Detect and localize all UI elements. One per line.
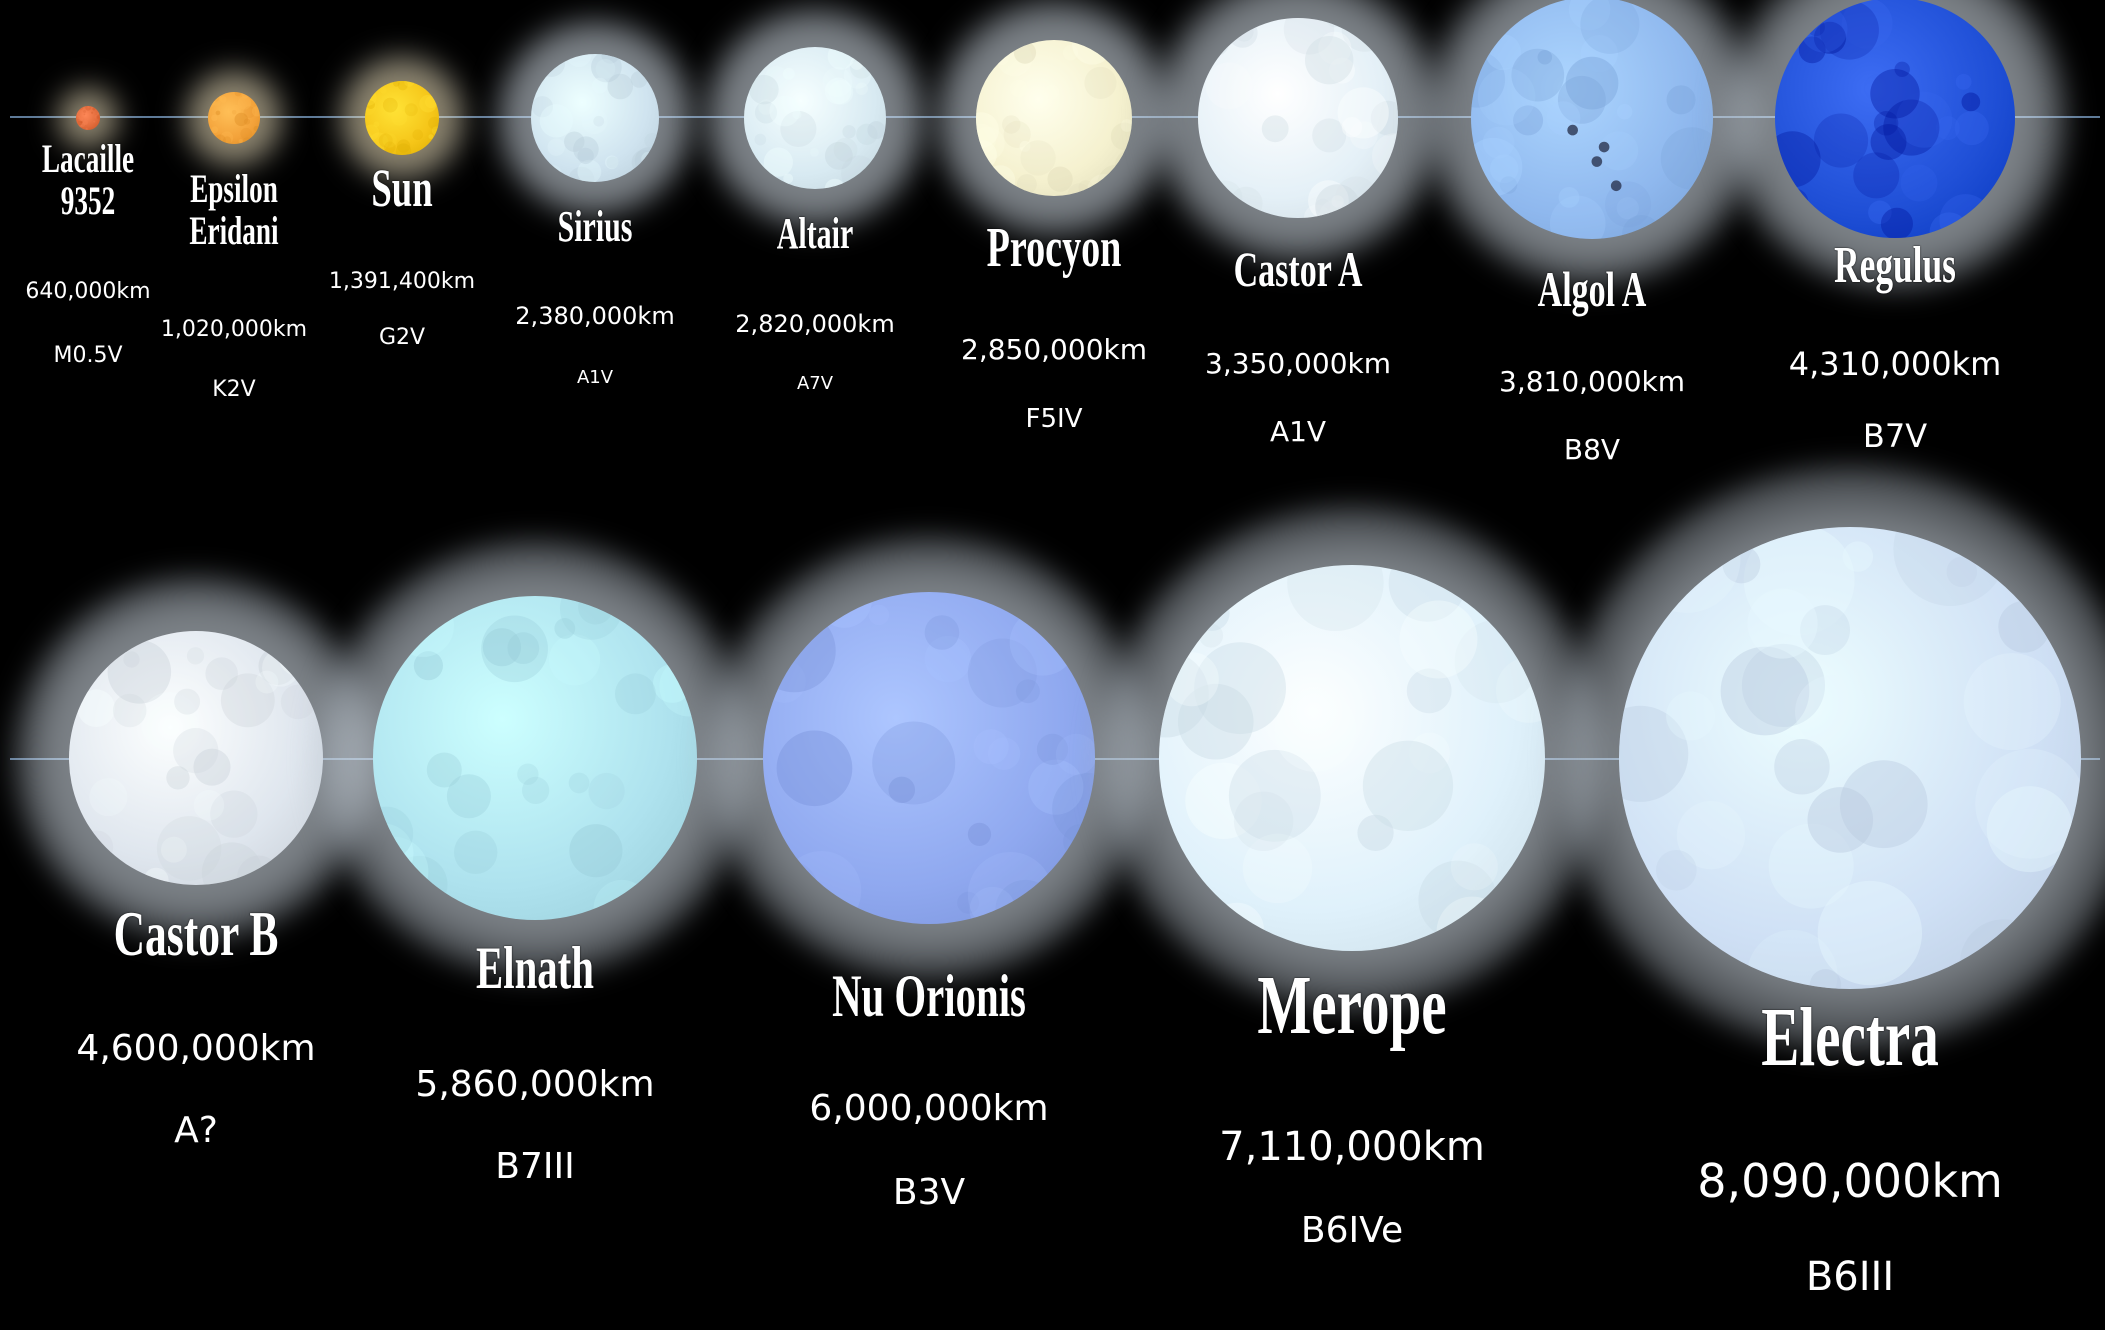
- epsilon-eridani-spectral-class-label: K2V: [212, 376, 256, 402]
- castor-b-star: [69, 631, 323, 885]
- castor-a-surface-texture: [1202, 18, 1398, 218]
- nu-orionis-surface-texture: [763, 592, 1095, 924]
- epsilon-eridani-surface-texture: [208, 92, 260, 144]
- altair-surface-texture: [747, 47, 886, 189]
- procyon-name-label: Procyon: [986, 217, 1122, 280]
- sirius-surface-texture: [531, 54, 659, 182]
- lacaille-9352-surface-texture: [76, 106, 100, 130]
- procyon-star: [976, 40, 1132, 196]
- sun-spectral-class-label: G2V: [378, 324, 426, 350]
- lacaille-9352-star: [76, 106, 100, 130]
- algol-a-surface-texture: [1471, 0, 1713, 239]
- sirius-spectral-class-label: A1V: [576, 367, 614, 389]
- sun-name-label: Sun: [371, 158, 433, 219]
- algol-a-spectral-class-label: B8V: [1563, 433, 1621, 467]
- elnath-name-label: Elnath: [476, 935, 594, 1001]
- electra-diameter-label: 8,090,000km: [1697, 1154, 2003, 1209]
- merope-name-label: Merope: [1257, 958, 1447, 1052]
- elnath-spectral-class-label: B7III: [495, 1146, 575, 1188]
- epsilon-eridani-star: [208, 92, 260, 144]
- nu-orionis-name-label: Nu Orionis: [832, 963, 1026, 1029]
- procyon-spectral-class-label: F5IV: [1025, 404, 1083, 435]
- regulus-name-label: Regulus: [1834, 237, 1956, 295]
- electra-surface-texture: [1619, 527, 2081, 989]
- electra-star: [1619, 527, 2081, 989]
- regulus-surface-texture: [1775, 0, 2015, 238]
- castor-b-spectral-class-label: A?: [174, 1110, 218, 1152]
- castor-a-spectral-class-label: A1V: [1269, 415, 1327, 449]
- sun-surface-texture: [365, 81, 439, 155]
- electra-spectral-class-label: B6III: [1805, 1254, 1895, 1300]
- algol-a-diameter-label: 3,810,000km: [1499, 365, 1685, 399]
- nu-orionis-spectral-class-label: B3V: [892, 1172, 966, 1214]
- elnath-star: [373, 596, 697, 920]
- lacaille-9352-name-label: Lacaille 9352: [41, 136, 135, 223]
- merope-spectral-class-label: B6IVe: [1300, 1210, 1404, 1252]
- lacaille-9352-spectral-class-label: M0.5V: [53, 342, 123, 368]
- elnath-surface-texture: [373, 596, 697, 920]
- castor-a-diameter-label: 3,350,000km: [1205, 347, 1391, 381]
- altair-name-label: Altair: [776, 208, 854, 258]
- altair-star: [744, 47, 886, 189]
- regulus-star: [1775, 0, 2015, 238]
- sun-diameter-label: 1,391,400km: [328, 268, 476, 294]
- castor-b-name-label: Castor B: [113, 897, 279, 969]
- merope-diameter-label: 7,110,000km: [1219, 1124, 1485, 1170]
- sun-star: [365, 81, 439, 155]
- sirius-diameter-label: 2,380,000km: [515, 301, 675, 330]
- altair-spectral-class-label: A7V: [796, 373, 834, 395]
- algol-a-name-label: Algol A: [1537, 260, 1647, 317]
- regulus-spectral-class-label: B7V: [1862, 416, 1928, 455]
- merope-surface-texture: [1159, 565, 1545, 951]
- epsilon-eridani-name-label: Epsilon Eridani: [189, 166, 279, 253]
- castor-b-surface-texture: [69, 633, 323, 885]
- sirius-name-label: Sirius: [557, 201, 633, 251]
- algol-a-star: [1471, 0, 1713, 239]
- elnath-diameter-label: 5,860,000km: [415, 1064, 655, 1106]
- procyon-diameter-label: 2,850,000km: [961, 333, 1147, 367]
- castor-b-diameter-label: 4,600,000km: [76, 1028, 316, 1070]
- lacaille-9352-diameter-label: 640,000km: [25, 278, 151, 304]
- nu-orionis-star: [763, 592, 1095, 924]
- castor-a-star: [1198, 18, 1398, 218]
- merope-star: [1159, 565, 1545, 951]
- electra-name-label: Electra: [1761, 990, 1939, 1084]
- epsilon-eridani-diameter-label: 1,020,000km: [160, 316, 308, 342]
- castor-a-name-label: Castor A: [1233, 240, 1363, 297]
- nu-orionis-diameter-label: 6,000,000km: [809, 1088, 1049, 1130]
- procyon-surface-texture: [976, 40, 1132, 196]
- altair-diameter-label: 2,820,000km: [735, 309, 895, 338]
- regulus-diameter-label: 4,310,000km: [1788, 344, 2002, 383]
- sirius-star: [531, 54, 659, 182]
